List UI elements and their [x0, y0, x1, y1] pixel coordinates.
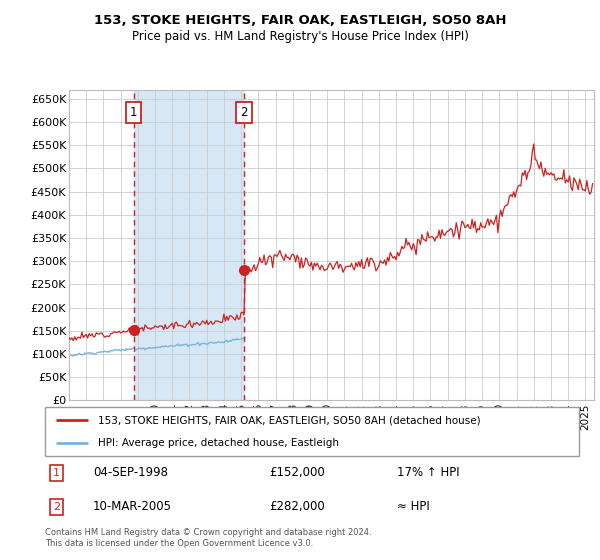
Text: ≈ HPI: ≈ HPI — [397, 500, 430, 514]
Text: 2: 2 — [241, 106, 248, 119]
Text: 1: 1 — [130, 106, 137, 119]
Text: £282,000: £282,000 — [269, 500, 325, 514]
Text: Price paid vs. HM Land Registry's House Price Index (HPI): Price paid vs. HM Land Registry's House … — [131, 30, 469, 43]
Text: 2: 2 — [53, 502, 61, 512]
Text: £152,000: £152,000 — [269, 466, 325, 479]
Text: 1: 1 — [53, 468, 60, 478]
Text: 10-MAR-2005: 10-MAR-2005 — [93, 500, 172, 514]
Text: 153, STOKE HEIGHTS, FAIR OAK, EASTLEIGH, SO50 8AH: 153, STOKE HEIGHTS, FAIR OAK, EASTLEIGH,… — [94, 14, 506, 27]
Text: Contains HM Land Registry data © Crown copyright and database right 2024.: Contains HM Land Registry data © Crown c… — [45, 528, 371, 536]
Text: 04-SEP-1998: 04-SEP-1998 — [93, 466, 168, 479]
Text: 153, STOKE HEIGHTS, FAIR OAK, EASTLEIGH, SO50 8AH (detached house): 153, STOKE HEIGHTS, FAIR OAK, EASTLEIGH,… — [98, 416, 481, 426]
Text: This data is licensed under the Open Government Licence v3.0.: This data is licensed under the Open Gov… — [45, 539, 313, 548]
Bar — [134, 90, 244, 400]
Text: 17% ↑ HPI: 17% ↑ HPI — [397, 466, 460, 479]
Text: HPI: Average price, detached house, Eastleigh: HPI: Average price, detached house, East… — [98, 438, 340, 448]
